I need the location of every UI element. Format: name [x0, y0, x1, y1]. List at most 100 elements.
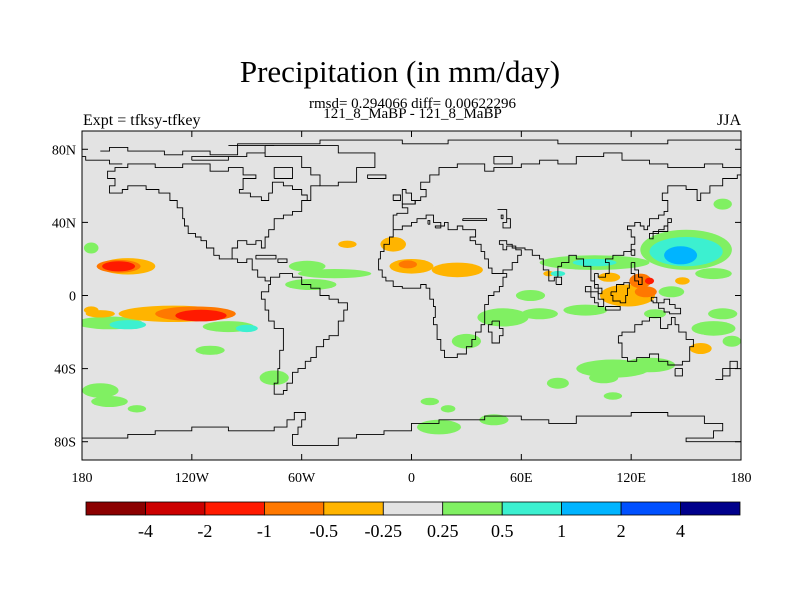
precip-region	[83, 306, 99, 314]
precip-region	[336, 352, 359, 367]
precip-region	[473, 271, 503, 283]
precip-region	[380, 237, 407, 252]
coastline	[401, 189, 416, 205]
colorbar-label: -0.25	[365, 521, 403, 541]
precip-region	[109, 320, 147, 330]
coastline	[367, 174, 387, 179]
precip-region	[689, 343, 712, 354]
colorbar-label: -1	[257, 521, 272, 541]
precipitation-fields	[82, 184, 741, 435]
precip-region	[546, 377, 569, 389]
precip-region	[603, 392, 623, 400]
colorbar-label: 4	[676, 521, 685, 541]
precip-region	[644, 277, 655, 285]
precip-region	[598, 272, 621, 282]
colorbar-label: 1	[557, 521, 566, 541]
coastline	[107, 163, 308, 260]
stats-line: rmsd= 0.294066 diff= 0.00622296	[308, 96, 517, 112]
precip-region	[338, 240, 357, 248]
coastline	[100, 139, 741, 156]
colorbar-swatch	[501, 501, 563, 516]
coastline	[228, 152, 266, 158]
precip-region	[479, 414, 509, 426]
precip-region	[664, 246, 698, 265]
colorbar-label: 0.5	[491, 521, 514, 541]
coastline	[393, 174, 741, 295]
x-tick-label: 180	[731, 471, 752, 486]
coastline	[292, 412, 741, 446]
precip-region	[644, 309, 666, 319]
coastline	[487, 320, 504, 344]
precip-region	[589, 372, 619, 384]
precip-region	[572, 258, 617, 267]
coastline	[630, 262, 643, 285]
colorbar-label: 2	[617, 521, 626, 541]
coastline	[434, 225, 442, 229]
colorbar-swatch	[620, 501, 681, 516]
precip-region	[83, 242, 99, 254]
precip-region	[477, 308, 529, 327]
coastline	[191, 156, 229, 161]
precip-region	[420, 397, 439, 406]
coastline	[427, 220, 431, 225]
coastline	[260, 273, 348, 395]
colorbar-label: -0.5	[310, 521, 339, 541]
precip-region	[429, 204, 449, 216]
colorbar-swatch	[204, 501, 265, 516]
precip-region	[398, 260, 417, 269]
x-tick-label: 120E	[616, 471, 646, 486]
precip-region	[91, 396, 128, 407]
coastline	[497, 209, 511, 229]
coastline	[650, 296, 682, 315]
coastline	[392, 194, 401, 201]
coastline	[378, 229, 508, 359]
coastline	[264, 145, 376, 187]
coastline	[605, 306, 621, 311]
coastline	[255, 254, 277, 260]
precip-region	[722, 335, 741, 347]
precip-region	[259, 370, 289, 386]
y-tick-label: 0	[69, 290, 76, 305]
precip-region	[102, 261, 136, 272]
precip-region	[431, 262, 483, 278]
precip-region	[658, 286, 685, 298]
colorbar-swatch	[323, 501, 384, 516]
x-tick-label: 120W	[175, 471, 210, 486]
precip-region	[695, 268, 732, 280]
colorbar-label: -4	[138, 521, 153, 541]
axes: 180 120W 60W 0 60E 120E 180 80N 40N 0 40S 80S	[52, 131, 752, 486]
precip-region	[235, 324, 258, 333]
precip-region	[493, 251, 513, 259]
colorbar-swatch	[680, 501, 741, 516]
coastlines	[82, 139, 741, 446]
coastline	[82, 412, 306, 446]
colorbar-label: -2	[197, 521, 212, 541]
precip-region	[451, 333, 481, 349]
season-label: JJA	[716, 112, 741, 129]
precip-region	[563, 304, 608, 316]
precip-region	[515, 290, 546, 301]
coastline	[462, 218, 488, 222]
precip-region	[237, 329, 275, 343]
precip-region	[673, 216, 718, 228]
precip-region	[195, 345, 225, 355]
precip-region	[334, 288, 350, 296]
coastline	[617, 316, 694, 366]
colorbar-swatch	[85, 501, 146, 516]
y-tick-label: 40N	[52, 216, 76, 231]
precip-region	[127, 405, 147, 413]
coastline	[649, 218, 672, 240]
coastline	[277, 258, 288, 264]
experiment-label: Expt = tfksy-tfkey	[83, 112, 201, 129]
colorbar-swatch	[442, 501, 503, 516]
x-tick-label: 60W	[288, 471, 316, 486]
y-tick-label: 80N	[52, 143, 76, 158]
precip-region	[713, 198, 732, 210]
colorbar-swatch	[263, 501, 325, 516]
chart-subtitle: 121_8_MaBP - 121_8_MaBP	[323, 106, 502, 122]
x-tick-label: 180	[72, 471, 93, 486]
colorbar-label: 0.25	[427, 521, 459, 541]
y-tick-label: 80S	[54, 436, 76, 451]
precip-region	[82, 383, 119, 398]
precip-region	[175, 309, 227, 322]
